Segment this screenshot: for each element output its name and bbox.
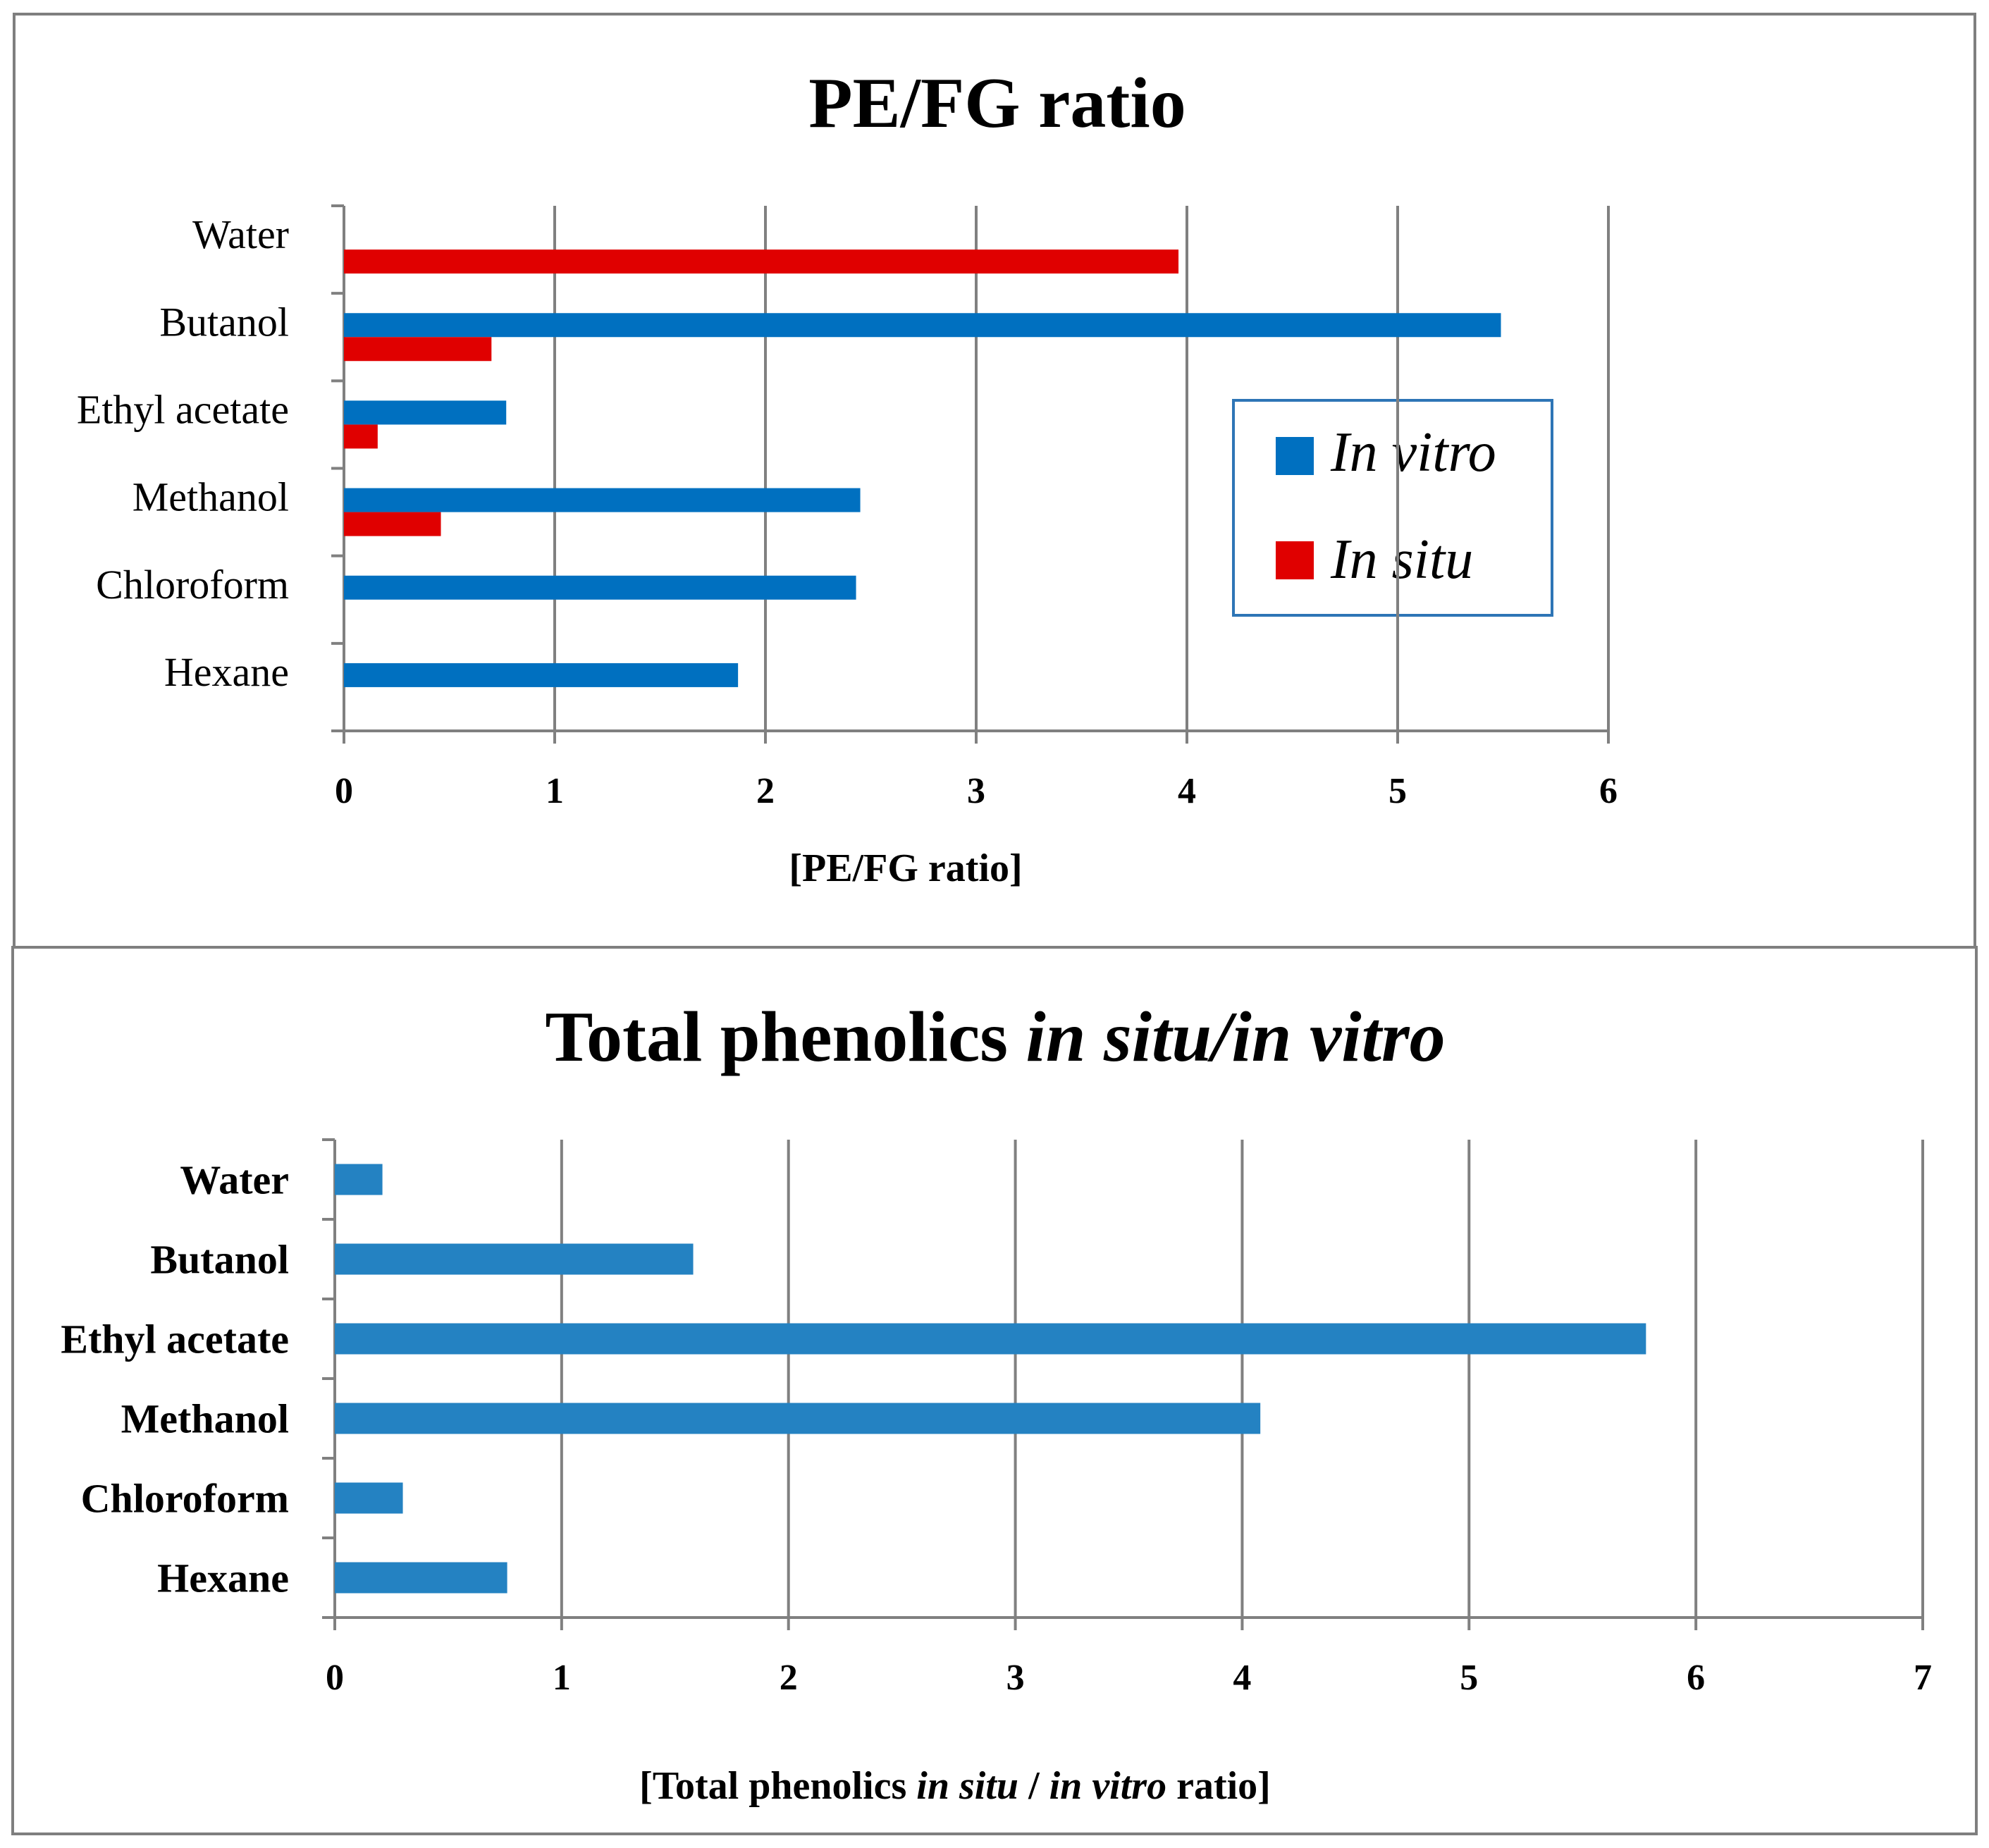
- chart2-xlabel-part-4: in vitro: [1049, 1764, 1166, 1808]
- chart1-x-tick-label: 3: [967, 771, 985, 811]
- chart2-bar: [335, 1164, 383, 1195]
- chart2-x-tick-label: 5: [1460, 1658, 1478, 1698]
- chart1-category-label: Ethyl acetate: [77, 386, 289, 432]
- chart1-x-tick-label: 4: [1178, 771, 1196, 811]
- chart2-category-label: Ethyl acetate: [61, 1317, 289, 1362]
- chart-panel-pe-fg: [13, 13, 1976, 950]
- chart1-bar: [344, 488, 861, 512]
- chart1-bar: [344, 313, 1501, 338]
- chart2-x-tick-label: 7: [1914, 1658, 1932, 1698]
- chart2-category-label: Hexane: [157, 1556, 289, 1601]
- chart1-category-label: Butanol: [159, 299, 289, 345]
- chart1-x-axis-title: [PE/FG ratio]: [789, 846, 1022, 890]
- legend-swatch-in-vitro: [1276, 437, 1314, 475]
- chart2-plot-area: 0 1 2 3 4 5 6 7 Water Butanol Ethyl acetate Methano…: [61, 1138, 1932, 1698]
- chart1-x-tick-label: 2: [756, 771, 775, 811]
- chart1-bar: [344, 424, 378, 449]
- legend-label-in-vitro: In vitro: [1330, 421, 1496, 483]
- chart1-bar: [344, 575, 856, 600]
- chart2-bar: [335, 1243, 694, 1275]
- chart2-xlabel-part-2: in situ: [916, 1764, 1018, 1808]
- chart2-bar: [335, 1562, 507, 1594]
- chart2-category-label: Butanol: [150, 1237, 289, 1283]
- chart2-xlabel-part-5: ratio]: [1166, 1764, 1271, 1808]
- chart2-x-tick-label: 6: [1687, 1658, 1705, 1698]
- chart1-x-tick-label: 6: [1599, 771, 1618, 811]
- chart2-bar: [335, 1323, 1646, 1355]
- chart2-category-label: Methanol: [121, 1396, 289, 1442]
- chart2-title: Total phenolics in situ/in vitro: [545, 997, 1445, 1077]
- chart-panel-total-phenolics: [11, 946, 1978, 1835]
- chart2-x-axis-title: [Total phenolics in situ / in vitro rati…: [639, 1764, 1271, 1808]
- chart2-category-label: Water: [180, 1157, 289, 1203]
- legend-label-in-situ: In situ: [1330, 529, 1473, 591]
- chart1-category-label: Water: [192, 211, 289, 257]
- chart2-x-tick-label: 1: [553, 1658, 571, 1698]
- chart2-x-tick-label: 4: [1233, 1658, 1251, 1698]
- chart1-plot-area: 0 1 2 3 4 5 6 Water Butanol Ethyl acetate Methanol…: [77, 204, 1618, 811]
- chart2-title-part-2: in situ/in vitro: [1026, 997, 1445, 1077]
- chart1-bar: [344, 337, 492, 362]
- chart2-xlabel-part-3: /: [1018, 1764, 1049, 1808]
- chart1-x-tick-label: 1: [546, 771, 564, 811]
- chart2-title-part-1: Total phenolics: [545, 997, 1026, 1077]
- chart1-category-label: Methanol: [133, 474, 289, 520]
- chart1-bar: [344, 400, 507, 425]
- chart1-bar: [344, 512, 441, 536]
- legend-box: [1232, 399, 1553, 617]
- chart1-bar: [344, 250, 1179, 274]
- chart2-bar: [335, 1482, 403, 1514]
- chart1-title: PE/FG ratio: [808, 63, 1186, 143]
- chart1-category-label: Hexane: [164, 649, 289, 695]
- chart1-bar: [344, 663, 739, 687]
- chart1-x-tick-label: 0: [335, 771, 353, 811]
- chart2-x-tick-label: 3: [1006, 1658, 1025, 1698]
- chart1-legend: In vitro In situ: [1232, 399, 1553, 617]
- chart2-x-tick-label: 0: [326, 1658, 344, 1698]
- chart2-bar: [335, 1403, 1261, 1434]
- legend-swatch-in-situ: [1276, 541, 1314, 579]
- chart2-xlabel-part-1: [Total phenolics: [639, 1764, 916, 1808]
- chart1-category-label: Chloroform: [96, 562, 289, 608]
- chart1-x-tick-label: 5: [1388, 771, 1407, 811]
- chart2-category-label: Chloroform: [81, 1476, 289, 1522]
- chart2-x-tick-label: 2: [780, 1658, 798, 1698]
